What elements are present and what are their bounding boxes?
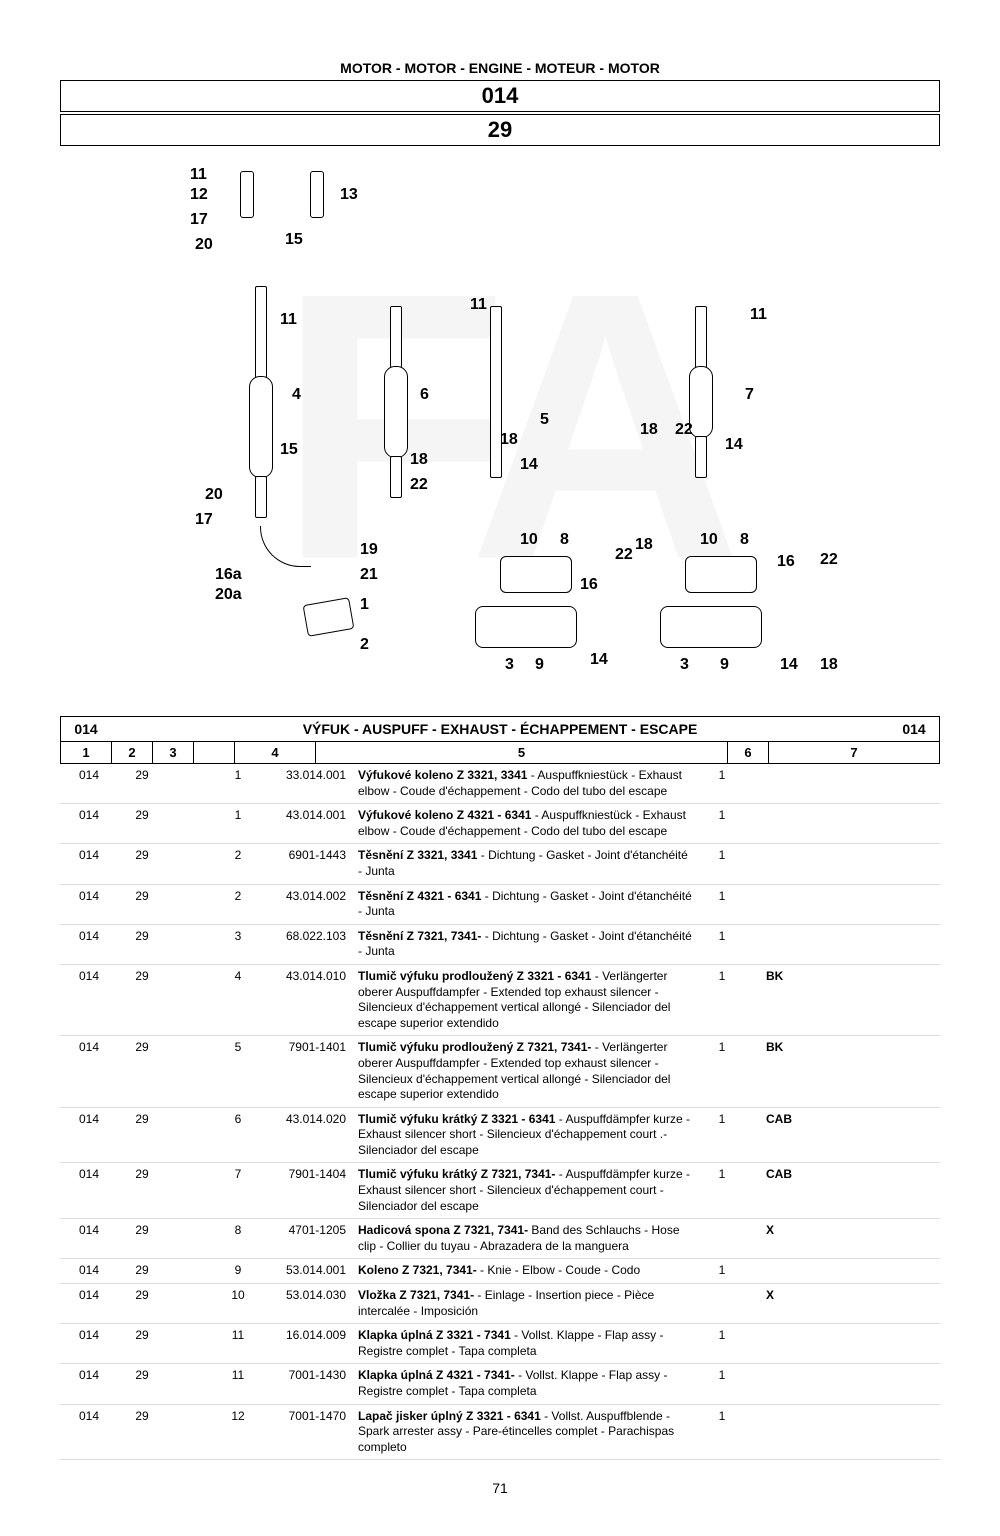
callout-14: 14 — [590, 651, 608, 669]
parts-table: 01429133.014.001Výfukové koleno Z 3321, … — [60, 764, 940, 1460]
table-row: 014291116.014.009Klapka úplná Z 3321 - 7… — [60, 1324, 940, 1364]
callout-15: 15 — [285, 231, 303, 249]
callout-18: 18 — [635, 536, 653, 554]
table-row: 01429133.014.001Výfukové koleno Z 3321, … — [60, 764, 940, 804]
callout-22: 22 — [820, 551, 838, 569]
callout-22: 22 — [675, 421, 693, 439]
callout-20: 20 — [195, 236, 213, 254]
callout-8: 8 — [560, 531, 569, 549]
callout-16: 16 — [777, 553, 795, 571]
page-number: 71 — [60, 1480, 940, 1496]
table-row: 0142926901-1443Těsnění Z 3321, 3341 - Di… — [60, 844, 940, 884]
callout-3: 3 — [680, 656, 689, 674]
table-row: 01429368.022.103Těsnění Z 7321, 7341- - … — [60, 924, 940, 964]
callout-18: 18 — [410, 451, 428, 469]
callout-21: 21 — [360, 566, 378, 584]
callout-7: 7 — [745, 386, 754, 404]
table-row: 01429117001-1430Klapka úplná Z 4321 - 73… — [60, 1364, 940, 1404]
callout-5: 5 — [540, 411, 549, 429]
callout-19: 19 — [360, 541, 378, 559]
callout-4: 4 — [292, 386, 301, 404]
callout-20a: 20a — [215, 586, 242, 604]
header-title: MOTOR - MOTOR - ENGINE - MOTEUR - MOTOR — [60, 60, 940, 76]
callout-18: 18 — [640, 421, 658, 439]
table-row: 01429243.014.002Těsnění Z 4321 - 6341 - … — [60, 884, 940, 924]
callout-18: 18 — [500, 431, 518, 449]
section-title: VÝFUK - AUSPUFF - EXHAUST - ÉCHAPPEMENT … — [111, 717, 889, 741]
section-code-right: 014 — [889, 717, 939, 741]
table-row: 01429443.014.010Tlumič výfuku prodloužen… — [60, 964, 940, 1035]
box-code-2: 29 — [60, 114, 940, 146]
callout-18: 18 — [820, 656, 838, 674]
callout-14: 14 — [520, 456, 538, 474]
callout-22: 22 — [615, 546, 633, 564]
callout-14: 14 — [780, 656, 798, 674]
callout-11: 11 — [190, 166, 207, 184]
table-row: 01429953.014.001Koleno Z 7321, 7341- - K… — [60, 1259, 940, 1284]
callout-17: 17 — [195, 511, 213, 529]
table-row: 0142957901-1401Tlumič výfuku prodloužený… — [60, 1036, 940, 1107]
callout-11: 11 — [750, 306, 767, 324]
callout-22: 22 — [410, 476, 428, 494]
exploded-diagram: FA 11121720131511415201716a20a1921121161… — [60, 156, 940, 696]
callout-20: 20 — [205, 486, 223, 504]
callout-9: 9 — [720, 656, 729, 674]
table-row: 0142984701-1205Hadicová spona Z 7321, 73… — [60, 1219, 940, 1259]
table-row: 014291053.014.030Vložka Z 7321, 7341- - … — [60, 1284, 940, 1324]
callout-16: 16 — [580, 576, 598, 594]
callout-11: 11 — [470, 296, 487, 314]
callout-9: 9 — [535, 656, 544, 674]
callout-13: 13 — [340, 186, 358, 204]
table-row: 0142977901-1404Tlumič výfuku krátký Z 73… — [60, 1163, 940, 1219]
callout-2: 2 — [360, 636, 369, 654]
callout-11: 11 — [280, 311, 297, 329]
callout-3: 3 — [505, 656, 514, 674]
table-row: 01429143.014.001Výfukové koleno Z 4321 -… — [60, 804, 940, 844]
callout-12: 12 — [190, 186, 208, 204]
callout-10: 10 — [700, 531, 718, 549]
callout-8: 8 — [740, 531, 749, 549]
section-code-left: 014 — [61, 717, 111, 741]
callout-1: 1 — [360, 596, 369, 614]
callout-15: 15 — [280, 441, 298, 459]
callout-10: 10 — [520, 531, 538, 549]
column-header: 1 2 3 4 5 6 7 — [60, 742, 940, 764]
callout-14: 14 — [725, 436, 743, 454]
box-code-1: 014 — [60, 80, 940, 112]
callout-6: 6 — [420, 386, 429, 404]
section-header: 014 VÝFUK - AUSPUFF - EXHAUST - ÉCHAPPEM… — [60, 716, 940, 742]
table-row: 01429643.014.020Tlumič výfuku krátký Z 3… — [60, 1107, 940, 1163]
callout-17: 17 — [190, 211, 208, 229]
callout-16a: 16a — [215, 566, 242, 584]
table-row: 01429127001-1470Lapač jisker úplný Z 332… — [60, 1404, 940, 1460]
